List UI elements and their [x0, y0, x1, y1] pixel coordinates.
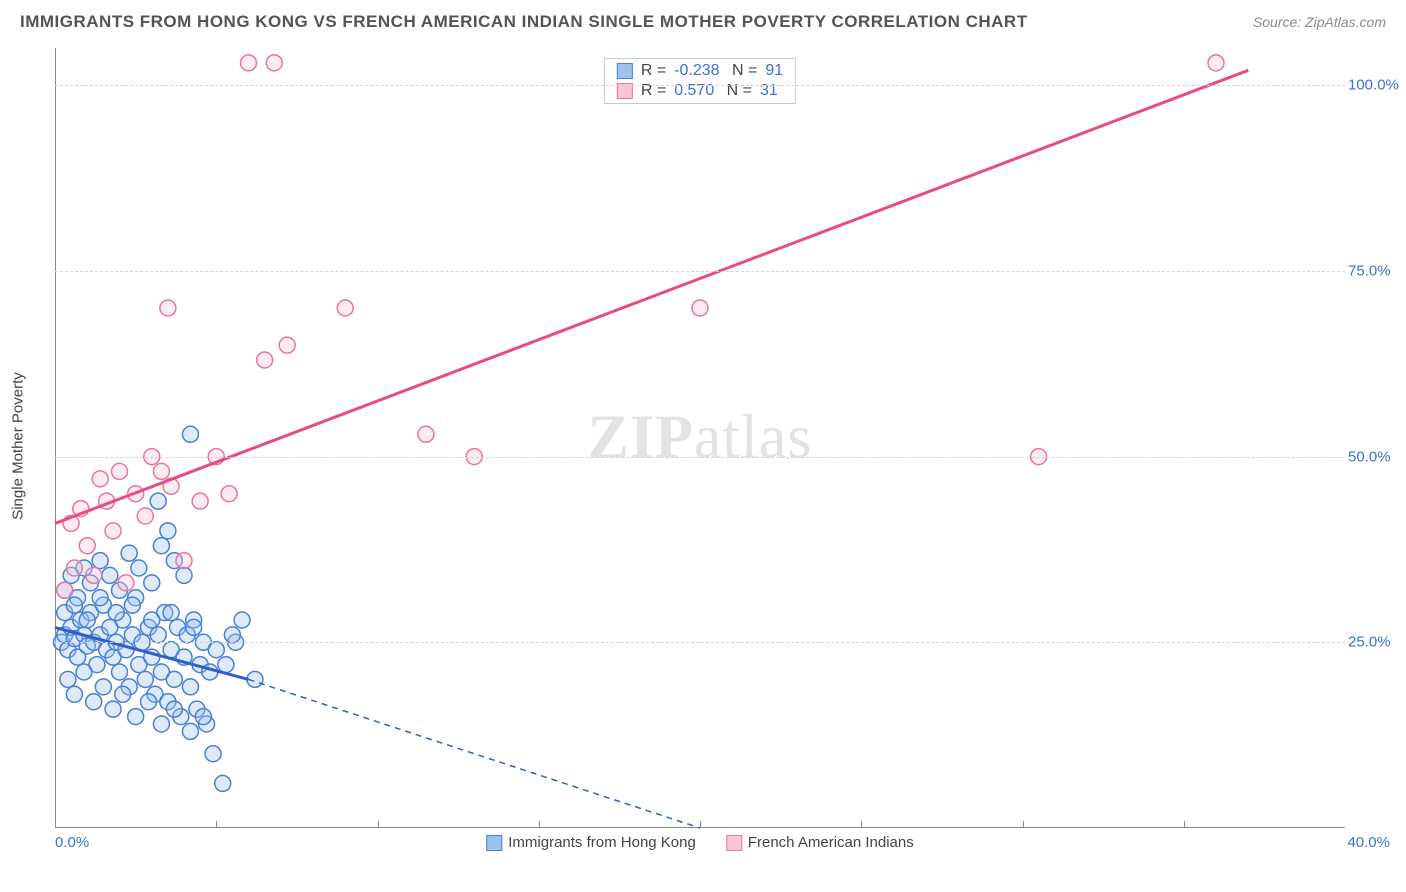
legend-stats-box: R =-0.238 N =91 R =0.570 N =31 [604, 58, 796, 104]
y-tick-label: 25.0% [1348, 634, 1403, 651]
y-tick-label: 50.0% [1348, 448, 1403, 465]
legend-swatch-icon [617, 63, 633, 79]
scatter-point [66, 560, 82, 576]
legend-item: French American Indians [726, 834, 914, 851]
scatter-point [241, 55, 257, 71]
scatter-point [182, 679, 198, 695]
source-attr: Source: ZipAtlas.com [1253, 14, 1386, 30]
scatter-point [160, 523, 176, 539]
legend-item: Immigrants from Hong Kong [486, 834, 696, 851]
scatter-point [1208, 55, 1224, 71]
scatter-point [66, 686, 82, 702]
scatter-point [176, 553, 192, 569]
scatter-point [92, 553, 108, 569]
plot-area: ZIPatlas R =-0.238 N =91 R =0.570 N =31 … [55, 48, 1345, 828]
scatter-point [215, 775, 231, 791]
scatter-point [128, 709, 144, 725]
scatter-point [150, 493, 166, 509]
scatter-point [115, 686, 131, 702]
scatter-point [153, 463, 169, 479]
scatter-point [57, 582, 73, 598]
x-axis-min-label: 0.0% [55, 834, 89, 851]
scatter-point [266, 55, 282, 71]
legend-swatch-icon [726, 835, 742, 851]
y-tick-label: 75.0% [1348, 262, 1403, 279]
scatter-point [60, 671, 76, 687]
scatter-point [137, 508, 153, 524]
scatter-point [112, 664, 128, 680]
scatter-point [144, 612, 160, 628]
scatter-point [234, 612, 250, 628]
trend-line [55, 70, 1248, 523]
scatter-point [224, 627, 240, 643]
scatter-point [79, 538, 95, 554]
scatter-point [176, 567, 192, 583]
scatter-point [105, 701, 121, 717]
scatter-point [121, 545, 137, 561]
scatter-point [195, 709, 211, 725]
chart-svg [55, 48, 1345, 827]
scatter-point [221, 486, 237, 502]
scatter-point [160, 300, 176, 316]
scatter-point [192, 493, 208, 509]
scatter-point [86, 694, 102, 710]
scatter-point [279, 337, 295, 353]
scatter-point [105, 523, 121, 539]
scatter-point [166, 671, 182, 687]
scatter-point [124, 597, 140, 613]
scatter-point [92, 590, 108, 606]
scatter-point [92, 471, 108, 487]
legend-stats-row: R =-0.238 N =91 [605, 61, 795, 81]
scatter-point [153, 538, 169, 554]
legend-stats-row: R =0.570 N =31 [605, 81, 795, 101]
scatter-point [108, 605, 124, 621]
y-axis-label: Single Mother Poverty [10, 372, 27, 520]
scatter-point [218, 657, 234, 673]
scatter-point [102, 567, 118, 583]
bottom-legend: Immigrants from Hong Kong French America… [486, 834, 914, 851]
legend-swatch-icon [486, 835, 502, 851]
scatter-point [112, 463, 128, 479]
scatter-point [118, 575, 134, 591]
legend-label: French American Indians [748, 834, 914, 851]
scatter-point [205, 746, 221, 762]
scatter-point [692, 300, 708, 316]
y-tick-label: 100.0% [1348, 77, 1403, 94]
scatter-point [418, 426, 434, 442]
scatter-point [137, 671, 153, 687]
x-axis-max-label: 40.0% [1347, 834, 1390, 851]
scatter-point [66, 597, 82, 613]
scatter-point [182, 723, 198, 739]
scatter-point [153, 716, 169, 732]
scatter-point [95, 679, 111, 695]
scatter-point [76, 664, 92, 680]
scatter-point [86, 567, 102, 583]
scatter-point [257, 352, 273, 368]
scatter-point [337, 300, 353, 316]
scatter-point [166, 701, 182, 717]
scatter-point [182, 426, 198, 442]
scatter-point [141, 694, 157, 710]
trend-line-extrap [249, 679, 701, 828]
scatter-point [131, 560, 147, 576]
legend-label: Immigrants from Hong Kong [508, 834, 696, 851]
scatter-point [186, 619, 202, 635]
scatter-point [163, 605, 179, 621]
scatter-point [150, 627, 166, 643]
scatter-point [208, 642, 224, 658]
scatter-point [79, 612, 95, 628]
chart-title: IMMIGRANTS FROM HONG KONG VS FRENCH AMER… [20, 12, 1028, 32]
scatter-point [144, 575, 160, 591]
